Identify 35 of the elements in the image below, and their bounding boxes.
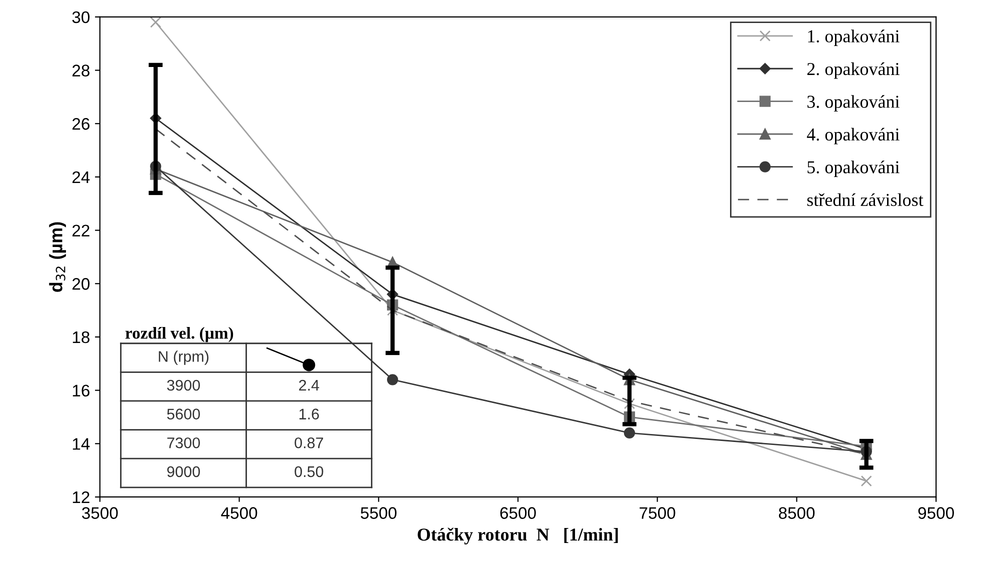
- y-tick-label: 22: [72, 224, 90, 236]
- annotation: N (rpm): [158, 350, 208, 365]
- y-tick-label: 26: [72, 118, 90, 130]
- annotation: 1.6: [299, 408, 319, 420]
- y-tick-label: 24: [72, 171, 90, 183]
- x-tick-label: 5500: [360, 507, 397, 519]
- y-tick-label: 28: [72, 64, 90, 76]
- y-tick-label: 18: [72, 331, 90, 344]
- y-tick-label: 12: [72, 491, 90, 504]
- y-tick-label: 30: [72, 11, 90, 24]
- x-tick-label: 4500: [221, 507, 258, 519]
- x-tick-label: 6500: [500, 507, 536, 519]
- y-axis-title: d$_{32}$ (µm): [49, 222, 66, 292]
- annotation: 2.4: [299, 380, 320, 391]
- y-tick-label: 16: [72, 384, 90, 397]
- x-tick-label: 7500: [640, 507, 676, 519]
- legend-label: 2. opakováni: [807, 62, 900, 79]
- annotation: 0.50: [294, 466, 324, 478]
- annotation: rozdíl vel. (µm): [125, 326, 234, 342]
- annotation: 0.87: [294, 437, 324, 448]
- legend-label: 1. opakováni: [808, 30, 900, 46]
- legend-label: 3. opakováni: [807, 95, 900, 112]
- x-tick-label: 8500: [778, 507, 815, 519]
- y-tick-label: 20: [72, 278, 90, 290]
- annotation: 5600: [167, 408, 200, 420]
- annotation: 3900: [167, 380, 200, 391]
- annotation: 9000: [167, 466, 200, 478]
- annotation: 7300: [167, 437, 200, 448]
- x-axis-title: Otáčky rotoru N [1/min]: [418, 528, 618, 544]
- legend-label: 4. opakováni: [806, 128, 900, 144]
- x-tick-label: 3500: [82, 507, 118, 519]
- legend-label: střední závislost: [807, 193, 924, 206]
- y-tick-label: 14: [72, 438, 90, 450]
- legend-label: 5. opakováni: [808, 160, 900, 177]
- x-tick-label: 9500: [918, 507, 954, 519]
